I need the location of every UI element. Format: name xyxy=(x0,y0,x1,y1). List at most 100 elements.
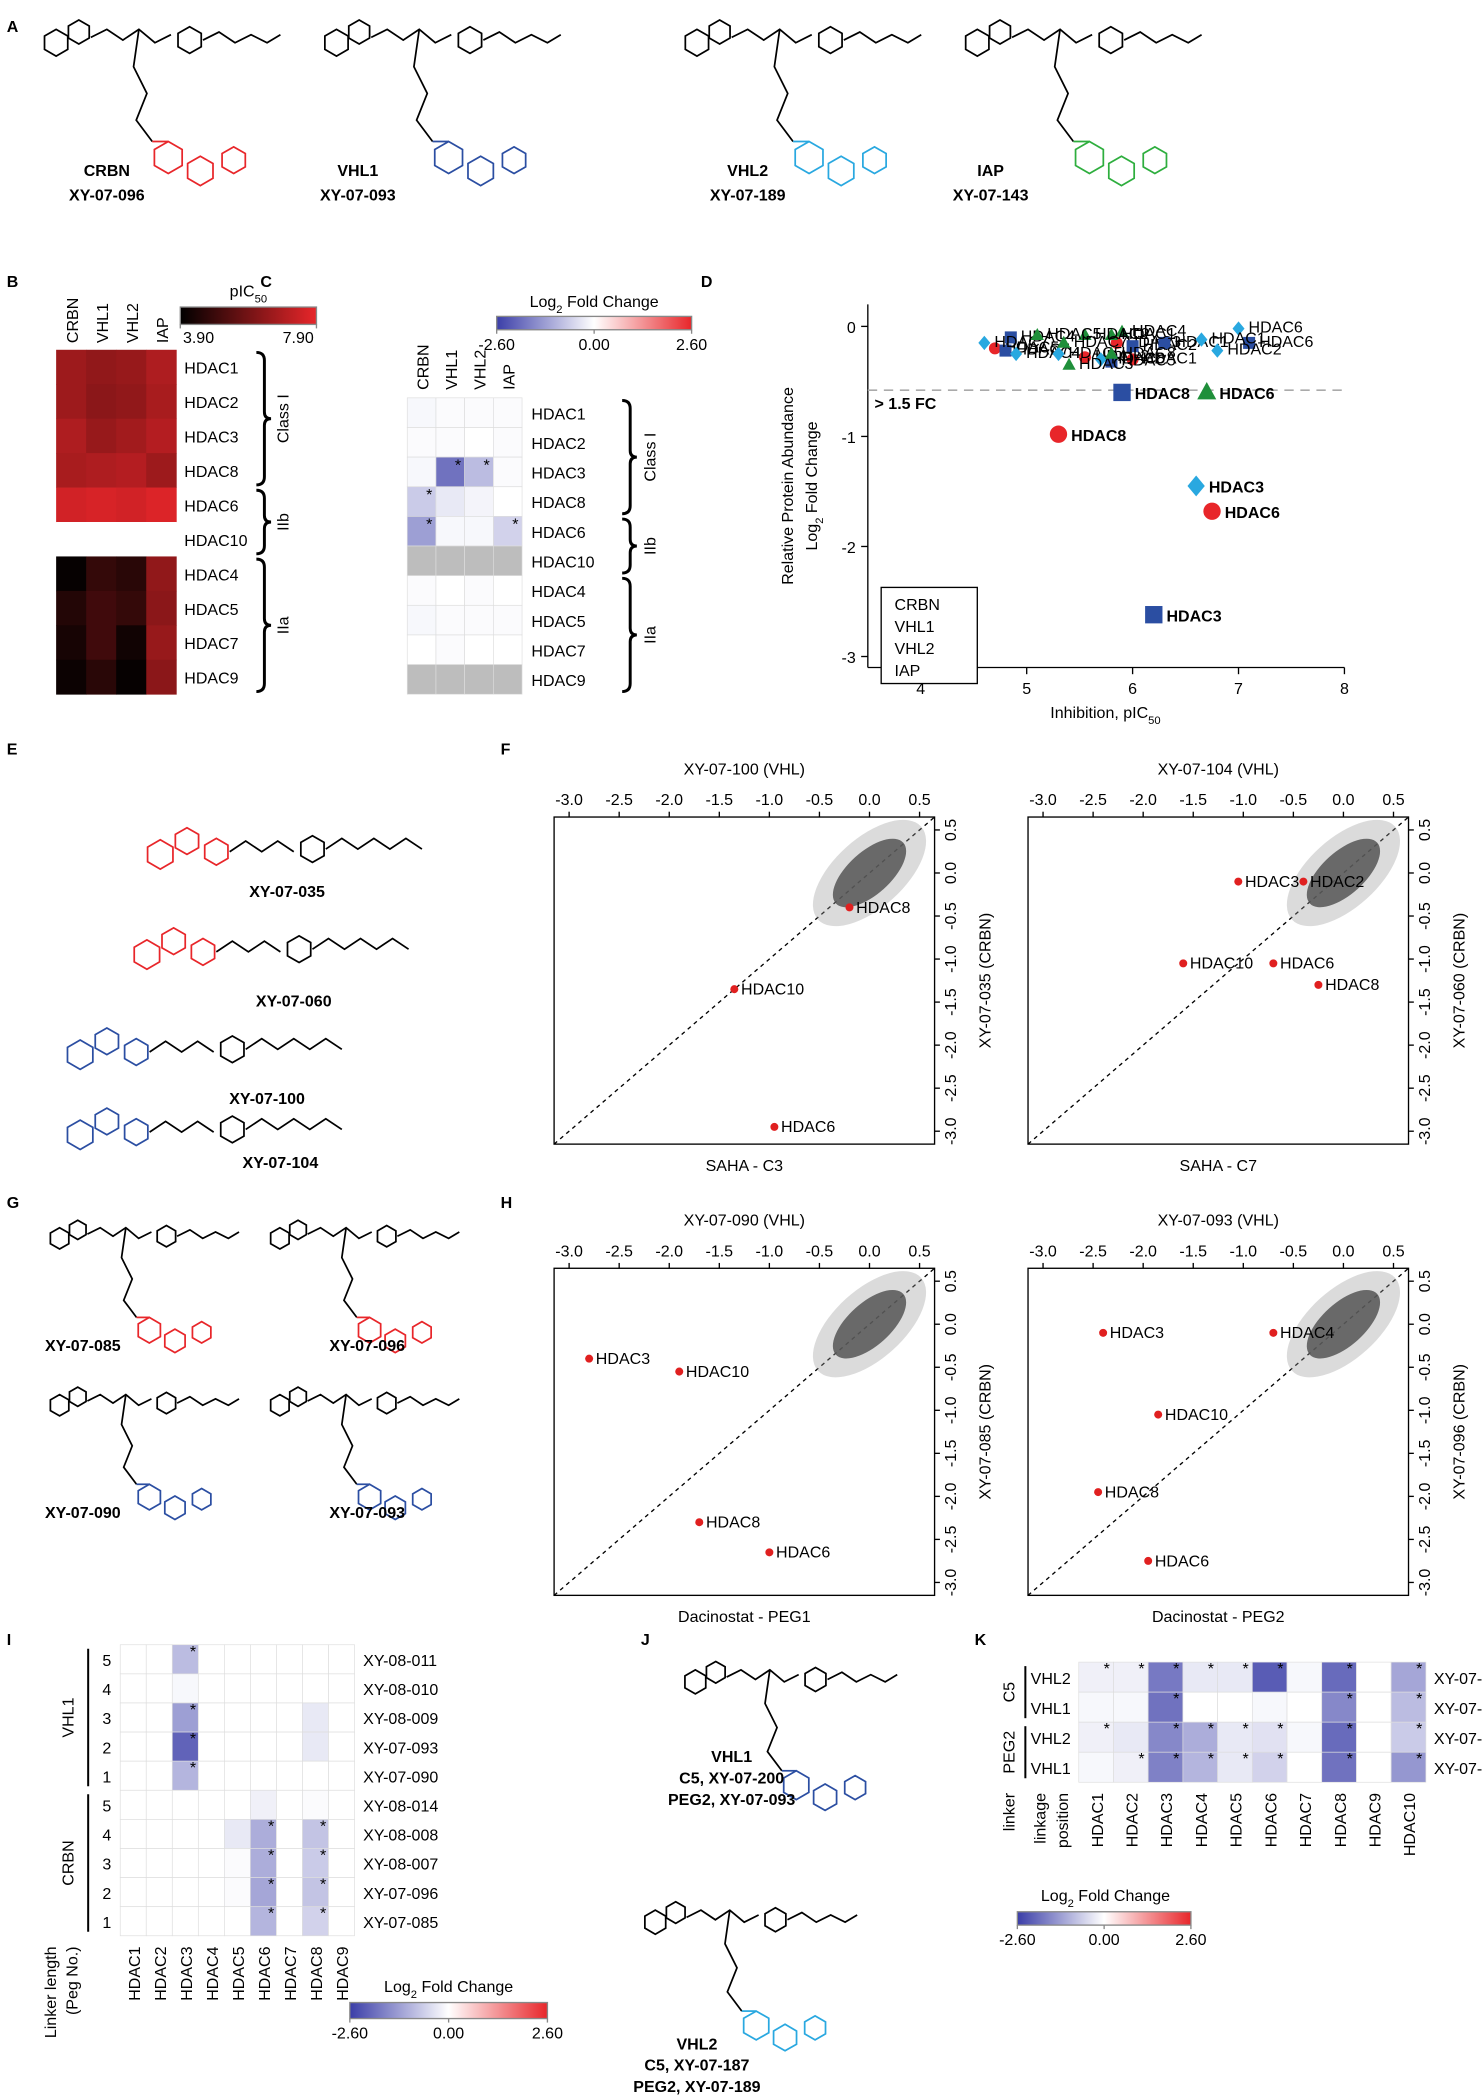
point-cloud xyxy=(1306,838,1381,908)
compound-id: XY-07-104 xyxy=(243,1154,319,1172)
bond-chain xyxy=(787,1911,858,1924)
column-label: HDAC10 xyxy=(1401,1793,1419,1856)
x-tick-label: 8 xyxy=(1340,680,1349,698)
column-label: VHL1 xyxy=(443,350,461,390)
bond-chain xyxy=(340,1394,358,1485)
marker xyxy=(999,344,1012,357)
group-label: VHL1 xyxy=(59,1697,77,1737)
row-label: HDAC7 xyxy=(184,635,238,653)
x-tick-label: -1.0 xyxy=(1229,1242,1257,1260)
heat-cell xyxy=(116,625,147,661)
heat-cell xyxy=(276,1760,303,1791)
legend-title-part: 2 xyxy=(556,304,562,316)
heat-cell xyxy=(116,453,147,488)
x-tick-label: -2.0 xyxy=(1129,791,1157,809)
row-label: VHL1 xyxy=(1031,1760,1071,1778)
row-label: XY-07-200 xyxy=(1434,1700,1482,1718)
heat-cell xyxy=(302,1731,329,1762)
y-tick-label: 0.0 xyxy=(942,1313,960,1335)
heat-cell xyxy=(1356,1721,1392,1753)
heat-cell xyxy=(406,664,437,695)
highlight-point xyxy=(1099,1328,1108,1337)
heat-cell xyxy=(435,516,465,547)
bond-ring xyxy=(1107,155,1136,187)
heat-cell xyxy=(464,516,494,547)
point-cloud-halo xyxy=(1286,1271,1401,1378)
significance-star: * xyxy=(190,1759,196,1777)
row-label: XY-08-014 xyxy=(363,1798,438,1816)
y-tick-label: -2.5 xyxy=(942,1074,960,1102)
heat-cell xyxy=(1390,1661,1427,1693)
x-axis-title: XY-07-093 (VHL) xyxy=(1158,1212,1279,1230)
heat-cell xyxy=(119,1673,147,1704)
heat-cell xyxy=(464,634,494,665)
significance-star: * xyxy=(1208,1660,1214,1678)
heat-cell xyxy=(86,590,117,626)
heat-cell xyxy=(250,1702,277,1733)
heat-cell xyxy=(276,1877,303,1908)
bond-ring xyxy=(66,1119,94,1151)
compound-id: XY-07-143 xyxy=(953,186,1029,204)
panel-letter: J xyxy=(641,1631,650,1649)
point-label: HDAC4 xyxy=(1132,322,1186,340)
x-axis-title: XY-07-100 (VHL) xyxy=(684,760,805,778)
axis-label: linkage xyxy=(1031,1793,1049,1844)
compound-target: IAP xyxy=(977,162,1004,180)
column-label: VHL1 xyxy=(94,303,112,343)
bond-ring xyxy=(68,1386,87,1408)
heat-cell xyxy=(197,1789,225,1820)
heat-cell xyxy=(171,1673,199,1704)
heat-cell xyxy=(197,1848,225,1878)
bond-chain xyxy=(413,29,434,143)
significance-star: * xyxy=(320,1905,326,1923)
bond-ring xyxy=(137,1316,162,1345)
axis-label: Linker length xyxy=(42,1946,60,2038)
point-label: HDAC2 xyxy=(1227,341,1281,359)
row-label: VHL2 xyxy=(1031,1730,1071,1748)
column-label: HDAC3 xyxy=(178,1946,196,2000)
x-tick-label: 0.5 xyxy=(908,1242,930,1260)
significance-star: * xyxy=(455,456,461,474)
highlight-point xyxy=(1314,980,1323,989)
colorbar-label: 7.90 xyxy=(283,329,314,347)
significance-star: * xyxy=(1173,1750,1179,1768)
linker-length: 4 xyxy=(102,1681,111,1699)
legend-title-part: Fold Change xyxy=(1074,1887,1170,1905)
heat-cell xyxy=(493,545,523,576)
heat-cell xyxy=(171,1644,199,1675)
significance-star: * xyxy=(320,1876,326,1894)
bond-ring xyxy=(324,28,349,58)
plot-frame xyxy=(1027,816,1410,1145)
heat-cell xyxy=(406,516,437,547)
bond-ring xyxy=(146,838,174,871)
class-label: Class I xyxy=(642,433,660,482)
heat-cell xyxy=(86,556,117,592)
highlight-point xyxy=(695,1518,704,1527)
y-axis-title: XY-07-085 (CRBN) xyxy=(977,1364,995,1500)
y-tick-label: -3.0 xyxy=(1416,1569,1434,1597)
x-axis-title: SAHA - C7 xyxy=(1180,1157,1258,1175)
marker xyxy=(1197,382,1217,400)
bond-chain xyxy=(686,1909,760,1924)
bond-chain xyxy=(149,1120,215,1134)
x-tick-label: -0.5 xyxy=(806,791,834,809)
heat-cell xyxy=(406,604,437,636)
legend-title-part: Log xyxy=(1041,1887,1068,1905)
colorbar-label: 0.00 xyxy=(433,2025,464,2043)
heat-cell xyxy=(493,575,523,606)
heat-cell xyxy=(276,1789,303,1820)
x-tick-label: 0.0 xyxy=(858,791,880,809)
heat-cell xyxy=(302,1702,329,1733)
significance-star: * xyxy=(1416,1690,1422,1708)
significance-star: * xyxy=(1347,1720,1353,1738)
bond-chain xyxy=(764,1669,783,1772)
heat-cell xyxy=(493,664,523,695)
y-tick-label: 0 xyxy=(847,319,856,337)
compound-target: VHL2 xyxy=(727,162,768,180)
row-label: HDAC9 xyxy=(531,672,585,690)
bond-ring xyxy=(357,1483,382,1511)
bond-chain xyxy=(307,1226,373,1240)
row-label: HDAC2 xyxy=(184,394,238,412)
x-tick-label: -0.5 xyxy=(806,1242,834,1260)
heat-cell xyxy=(435,664,465,695)
